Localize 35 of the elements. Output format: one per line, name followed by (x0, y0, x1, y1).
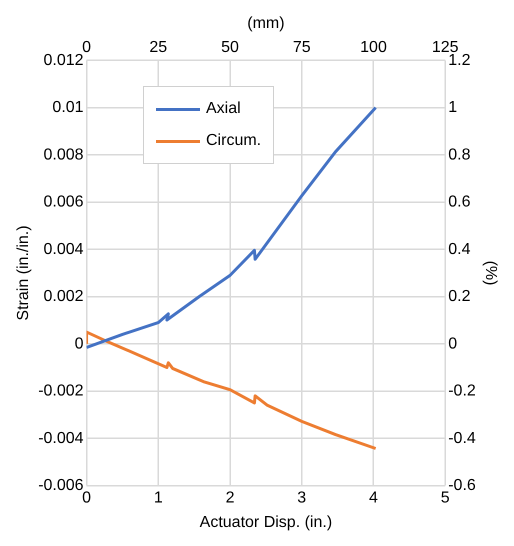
y2-tick-label: -0.6 (448, 477, 476, 494)
y-tick-label: -0.004 (38, 430, 84, 447)
y2-tick-label: 0.4 (448, 240, 471, 258)
y-tick-label: 0.008 (44, 146, 84, 164)
x-tick-label: 1 (154, 490, 163, 507)
y-axis-title: Strain (in./in.) (15, 225, 32, 321)
x2-tick-label: 50 (221, 39, 240, 56)
y2-tick-label: 1 (448, 99, 458, 116)
y2-tick-label: 0.6 (448, 194, 471, 211)
x2-tick-label: 100 (360, 39, 387, 56)
y2-tick-label: 0.2 (448, 288, 471, 306)
y2-tick-label: -0.4 (448, 430, 476, 447)
y2-tick-label: 0 (448, 335, 458, 352)
y-tick-label: 0 (74, 335, 84, 352)
legend-label: Circum. (206, 131, 262, 151)
x-tick-label: 5 (440, 490, 450, 507)
y2-tick-label: 0.8 (448, 146, 471, 164)
y-tick-label: 0.01 (52, 99, 84, 116)
x-tick-label: 3 (297, 490, 306, 507)
x2-axis-title: (mm) (247, 15, 285, 32)
legend-label: Axial (206, 99, 241, 119)
y2-tick-label: 1.2 (448, 52, 471, 69)
x2-tick-label: 25 (149, 39, 168, 56)
y-tick-label: 0.012 (44, 52, 84, 69)
y2-tick-label: -0.2 (448, 382, 476, 400)
y-tick-label: 0.006 (44, 194, 84, 211)
y-tick-label: -0.002 (38, 382, 84, 400)
x2-tick-label: 75 (292, 39, 311, 56)
x-tick-label: 4 (369, 490, 378, 507)
y-tick-label: -0.006 (38, 477, 84, 494)
y-tick-label: 0.002 (44, 288, 84, 306)
x-axis-title: Actuator Disp. (in.) (200, 514, 332, 531)
y2-axis-title: (%) (482, 260, 499, 286)
x-tick-label: 2 (226, 490, 235, 507)
y-tick-label: 0.004 (44, 240, 84, 258)
